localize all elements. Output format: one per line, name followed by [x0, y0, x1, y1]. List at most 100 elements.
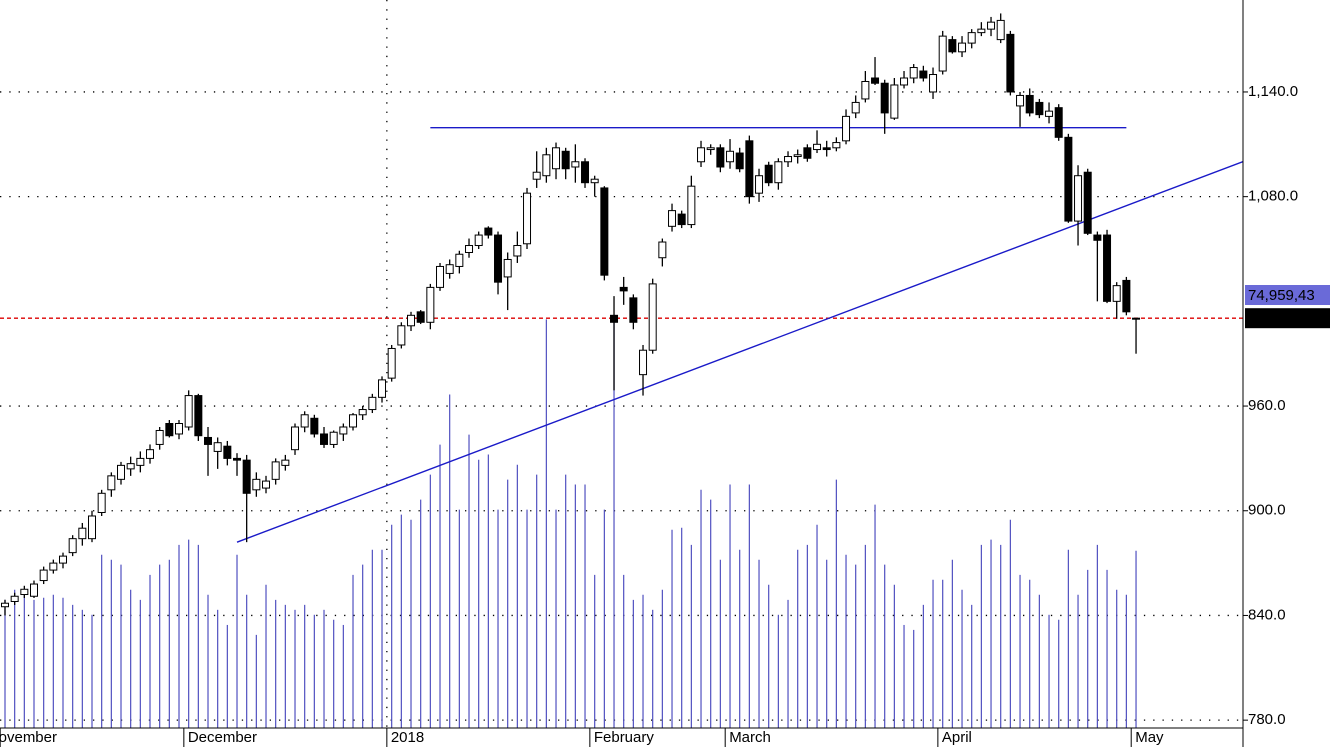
candle-body [958, 42, 967, 53]
candle-body [619, 286, 628, 292]
candle-body [320, 433, 329, 445]
candle-body [938, 35, 947, 72]
candle-body [803, 147, 812, 159]
candle-body [1112, 285, 1121, 302]
candle-body [861, 80, 870, 100]
candle-body [184, 395, 193, 428]
candle-body [339, 426, 348, 435]
candle-body [455, 253, 464, 267]
candle-body [503, 258, 512, 278]
last-price-label: 1,010.35 [1248, 310, 1306, 327]
y-tick-label: 960.0 [1248, 397, 1286, 414]
candle-body [378, 379, 387, 398]
candle-body [648, 283, 657, 351]
candle-body [784, 156, 793, 163]
candle-body [513, 245, 522, 257]
candle-body [735, 152, 744, 170]
candle-body [68, 538, 77, 554]
candle-body [281, 459, 290, 466]
candle-body [59, 555, 68, 564]
candle-body [967, 32, 976, 44]
candle-body [358, 409, 367, 416]
candle-body [194, 395, 203, 437]
candle-body [948, 39, 957, 53]
candle-body [1074, 175, 1083, 222]
candle-body [146, 449, 155, 459]
candle-body [851, 101, 860, 114]
candle-body [242, 459, 251, 494]
candle-body [871, 77, 880, 84]
candle-body [49, 562, 58, 571]
candle-body [639, 349, 648, 376]
candle-body [1054, 107, 1063, 138]
candle-body [484, 227, 493, 236]
candle-body [590, 178, 599, 184]
y-tick-label: 840.0 [1248, 606, 1286, 623]
candle-body [175, 423, 184, 435]
x-tick-label: April [942, 729, 972, 746]
candle-body [107, 475, 116, 491]
candle-body [977, 28, 986, 34]
candle-body [136, 457, 145, 466]
candle-body [117, 464, 126, 480]
candle-body [88, 515, 97, 540]
candle-body [329, 431, 338, 445]
trend-line [236, 160, 1243, 543]
candle-body [78, 527, 87, 540]
candle-body [929, 74, 938, 93]
candle-body [20, 588, 29, 596]
candle-body [1016, 94, 1025, 107]
candle-body [1122, 279, 1131, 313]
candle-body [880, 82, 889, 114]
candle-body [774, 161, 783, 184]
y-tick-label: 780.0 [1248, 711, 1286, 728]
candle-body [397, 325, 406, 346]
y-tick-label: 1,140.0 [1248, 83, 1298, 100]
candle-body [610, 314, 619, 323]
candle-body [822, 147, 831, 151]
candle-body [407, 314, 416, 327]
candle-body [97, 492, 106, 513]
candle-body [532, 171, 541, 180]
candle-body [1025, 94, 1034, 114]
candle-body [832, 142, 841, 149]
candle-body [1103, 234, 1112, 302]
candle-body [126, 463, 135, 470]
candle-body [474, 234, 483, 247]
candle-body [561, 150, 570, 170]
x-tick-label: February [594, 729, 655, 746]
candle-body [368, 396, 377, 411]
candle-body [996, 19, 1005, 41]
candle-body [542, 154, 551, 177]
candle-body [571, 161, 580, 168]
candle-body [465, 245, 474, 253]
candle-body [416, 311, 425, 323]
candle-body [165, 423, 174, 437]
candle-body [1064, 136, 1073, 222]
candle-body [300, 414, 309, 428]
candle-body [349, 414, 358, 428]
x-tick-label: March [729, 729, 771, 746]
candle-body [445, 264, 454, 274]
candle-body [668, 210, 677, 227]
candle-body [39, 569, 48, 582]
x-tick-label: 2018 [391, 729, 424, 746]
candle-body [842, 115, 851, 142]
x-tick-label: December [188, 729, 257, 746]
candle-body [310, 417, 319, 435]
x-tick-label: November [0, 729, 57, 746]
candle-body [919, 70, 928, 79]
candle-body [581, 161, 590, 184]
candle-body [745, 140, 754, 198]
candle-body [629, 297, 638, 323]
candle-body [155, 429, 164, 445]
candle-body [1006, 33, 1015, 93]
candle-body [204, 436, 213, 445]
candle-body [223, 445, 232, 459]
candle-body [755, 175, 764, 194]
candle-body [764, 164, 773, 184]
y-tick-label: 1,080.0 [1248, 188, 1298, 205]
candle-body [658, 241, 667, 259]
candle-body [552, 147, 561, 170]
